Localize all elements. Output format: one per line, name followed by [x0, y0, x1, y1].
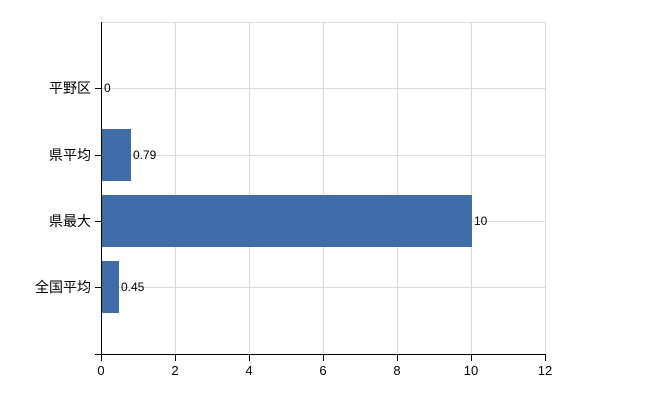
category-label: 全国平均: [35, 279, 91, 295]
gridline-vertical: [397, 22, 398, 354]
value-label: 0.45: [121, 280, 145, 294]
bar-全国平均: [102, 261, 119, 313]
gridline-horizontal: [101, 287, 545, 288]
x-tick-mark: [249, 355, 250, 361]
category-label: 県平均: [49, 147, 91, 163]
x-tick-mark: [471, 355, 472, 361]
x-tick-label: 10: [463, 363, 479, 378]
bar-県平均: [102, 129, 131, 181]
x-tick-mark: [397, 355, 398, 361]
x-tick-mark: [101, 355, 102, 361]
x-tick-mark: [545, 355, 546, 361]
value-label: 0.79: [133, 148, 157, 162]
y-tick-mark: [95, 221, 101, 222]
x-tick-label: 0: [97, 363, 105, 378]
x-tick-label: 6: [319, 363, 327, 378]
value-label: 0: [104, 81, 111, 95]
y-axis-line: [101, 22, 102, 355]
x-tick-label: 2: [171, 363, 179, 378]
x-tick-label: 12: [537, 363, 553, 378]
gridline-vertical: [545, 22, 546, 354]
gridline-vertical: [249, 22, 250, 354]
y-tick-mark: [95, 88, 101, 89]
value-label: 10: [474, 214, 488, 228]
x-tick-mark: [323, 355, 324, 361]
x-axis-line: [95, 354, 546, 355]
gridline-horizontal: [101, 155, 545, 156]
gridline-vertical: [323, 22, 324, 354]
x-tick-mark: [175, 355, 176, 361]
category-label: 県最大: [49, 213, 91, 229]
gridline-vertical: [471, 22, 472, 354]
x-tick-label: 4: [245, 363, 253, 378]
y-tick-mark: [95, 287, 101, 288]
bar-県最大: [102, 195, 472, 247]
y-tick-mark: [95, 155, 101, 156]
gridline-horizontal: [101, 88, 545, 89]
category-label: 平野区: [49, 80, 91, 96]
gridline-vertical: [175, 22, 176, 354]
x-tick-label: 8: [393, 363, 401, 378]
